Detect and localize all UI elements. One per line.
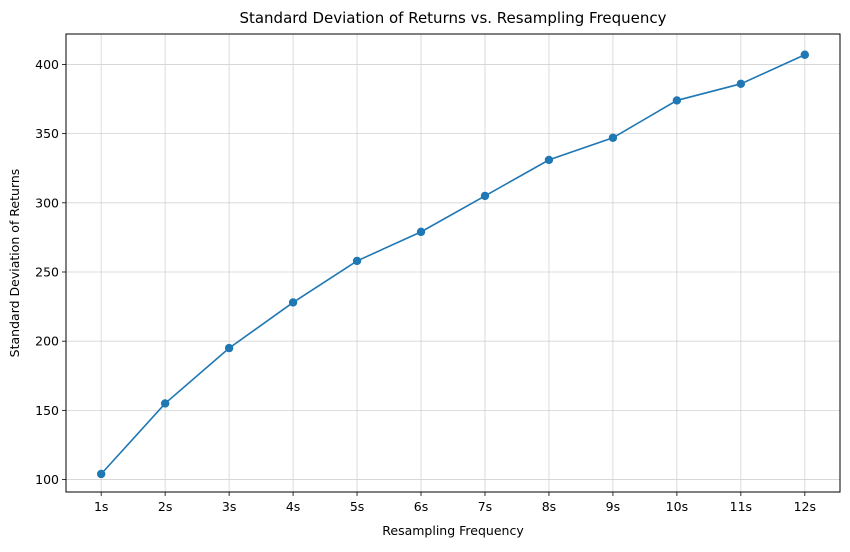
- series-line: [100, 54, 806, 475]
- data-point: [352, 256, 362, 266]
- data-point: [672, 96, 682, 105]
- grid-layer: [66, 34, 840, 492]
- x-tick-label: 6s: [414, 499, 428, 514]
- chart-title: Standard Deviation of Returns vs. Resamp…: [239, 9, 666, 27]
- tick-layer: 1s 2s 3s 4s 5s 6s 7s 8s 9s 10s 11s 12s 100 150 200 250 3…: [35, 57, 816, 514]
- data-point: [288, 298, 298, 307]
- series-layer: [96, 50, 810, 479]
- data-point: [544, 155, 554, 165]
- y-tick-label: 100: [35, 472, 59, 487]
- data-point: [608, 133, 618, 142]
- x-tick-label: 11s: [730, 499, 752, 514]
- data-point: [224, 343, 234, 353]
- x-tick-label: 9s: [606, 499, 620, 514]
- plot-frame: [65, 33, 841, 493]
- x-tick-label: 1s: [94, 499, 108, 514]
- y-tick-label: 400: [35, 57, 59, 72]
- data-point: [480, 191, 490, 201]
- x-tick-label: 8s: [542, 499, 556, 514]
- data-point: [416, 227, 426, 237]
- data-point: [160, 399, 170, 408]
- y-axis-label: Standard Deviation of Returns: [7, 169, 22, 358]
- data-point: [736, 79, 746, 89]
- x-tick-label: 3s: [222, 499, 236, 514]
- data-point: [800, 50, 810, 59]
- y-tick-label: 200: [35, 334, 59, 349]
- x-tick-label: 4s: [286, 499, 300, 514]
- y-tick-label: 250: [35, 264, 59, 279]
- x-axis-label: Resampling Frequency: [382, 523, 524, 538]
- data-point: [96, 469, 106, 479]
- y-tick-label: 350: [35, 126, 59, 141]
- x-tick-label: 7s: [478, 499, 492, 514]
- x-tick-label: 10s: [666, 499, 688, 514]
- y-tick-label: 150: [35, 403, 59, 418]
- x-tick-label: 2s: [158, 499, 172, 514]
- y-tick-label: 300: [35, 195, 59, 210]
- x-tick-label: 12s: [794, 499, 816, 514]
- x-tick-label: 5s: [350, 499, 364, 514]
